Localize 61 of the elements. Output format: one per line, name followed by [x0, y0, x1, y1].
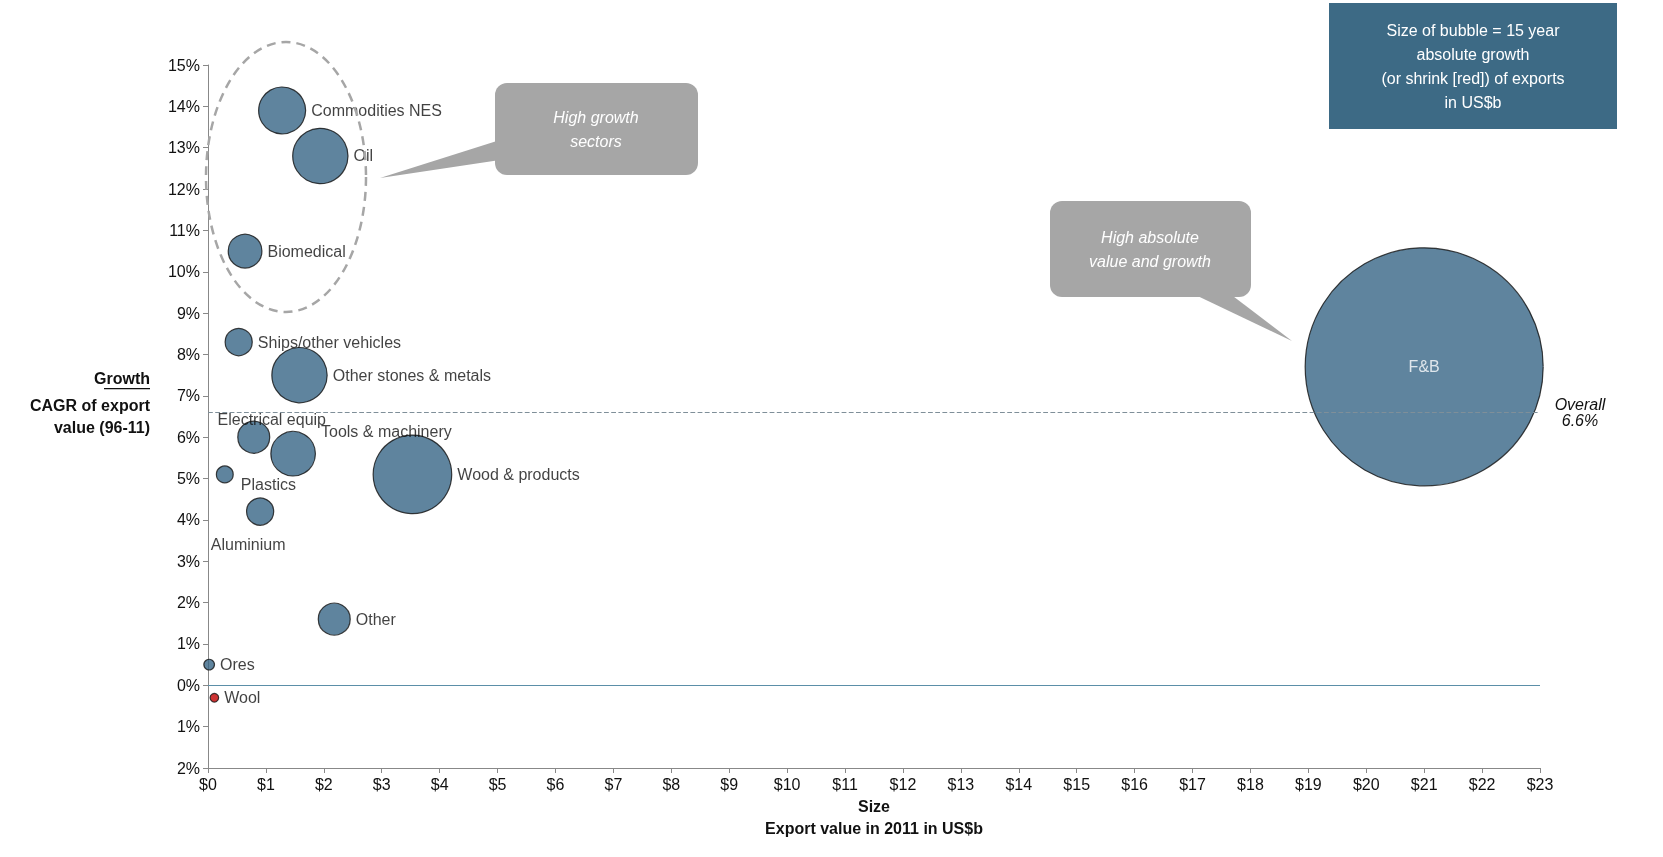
series-label: Wool: [224, 689, 261, 707]
series-label: F&B: [1408, 358, 1440, 376]
x-tick-label: $3: [372, 775, 391, 793]
y-tick-label: 3%: [176, 552, 200, 570]
y-tick-label: 11%: [169, 221, 200, 239]
x-tick-label: $18: [1237, 775, 1264, 793]
y-tick-label: 4%: [176, 511, 200, 529]
x-tick-label: $6: [546, 775, 565, 793]
series-label: Aluminium: [210, 536, 286, 554]
x-tick-label: $1: [257, 775, 275, 793]
series-label: Other: [355, 610, 397, 628]
y-tick-label: 8%: [176, 345, 200, 363]
annotation: High growth sectors: [553, 108, 639, 150]
x-tick-label: $9: [720, 775, 739, 793]
x-tick-label: $15: [1063, 775, 1091, 793]
speech-callout: High absolute value and growth: [1050, 201, 1292, 341]
x-tick-label: $10: [773, 775, 801, 793]
x-tick-label: $5: [488, 775, 507, 793]
x-tick-label: $20: [1352, 775, 1380, 793]
x-tick-label: $0: [199, 775, 217, 793]
x-tick-label: $22: [1468, 775, 1496, 793]
y-tick-label: 13%: [167, 139, 200, 157]
x-axis-title: Size Export value in 2011 in US$b: [765, 797, 984, 837]
series-label: Plastics: [240, 475, 296, 493]
y-tick-label: 10%: [167, 263, 200, 281]
annotation: High absolute value and growth: [1089, 228, 1212, 270]
y-tick-label: 0%: [176, 676, 200, 694]
y-tick-label: 12%: [167, 180, 200, 198]
y-tick-label: 6%: [176, 428, 200, 446]
x-tick-label: $17: [1179, 775, 1206, 793]
x-tick-label: $13: [947, 775, 975, 793]
x-tick-label: $14: [1005, 775, 1033, 793]
y-tick-label: 2%: [176, 594, 200, 612]
x-tick-label: $23: [1526, 775, 1554, 793]
series-label: Ships/other vehicles: [257, 333, 402, 351]
x-tick-label: $7: [604, 775, 623, 793]
y-tick-label: 1%: [176, 718, 200, 736]
x-tick-label: $4: [430, 775, 449, 793]
x-tick-label: $12: [889, 775, 917, 793]
x-tick-label: $2: [314, 775, 333, 793]
note-box: Size of bubble = 15 year absolute growth (or shrink [red]) of exports in US$b: [1329, 3, 1617, 129]
x-tick-label: $8: [662, 775, 681, 793]
y-tick-label: 2%: [176, 759, 200, 777]
series-label: Wood & products: [457, 465, 580, 483]
y-tick-label: 5%: [176, 470, 200, 488]
y-tick-label: 15%: [167, 56, 200, 74]
series-label: Ores: [220, 656, 255, 674]
ref-line-label: Overall 6.6%: [1554, 395, 1606, 429]
y-tick-label: 7%: [176, 387, 200, 405]
x-tick-label: $16: [1121, 775, 1149, 793]
y-tick-label: 1%: [176, 635, 200, 653]
x-tick-label: $11: [832, 775, 858, 793]
series-label: Other stones & metals: [332, 366, 492, 384]
x-tick-label: $21: [1410, 775, 1438, 793]
series-label: Biomedical: [267, 242, 346, 260]
y-axis-title: Growth CAGR of export value (96-11): [30, 369, 151, 436]
y-tick-label: 14%: [167, 97, 200, 115]
annotation: Size of bubble = 15 year absolute growth (or shrink [red]) of exports in US$b: [1381, 21, 1565, 111]
y-tick-label: 9%: [176, 304, 200, 322]
series-label: Commodities NES: [311, 101, 442, 119]
x-tick-label: $19: [1295, 775, 1322, 793]
